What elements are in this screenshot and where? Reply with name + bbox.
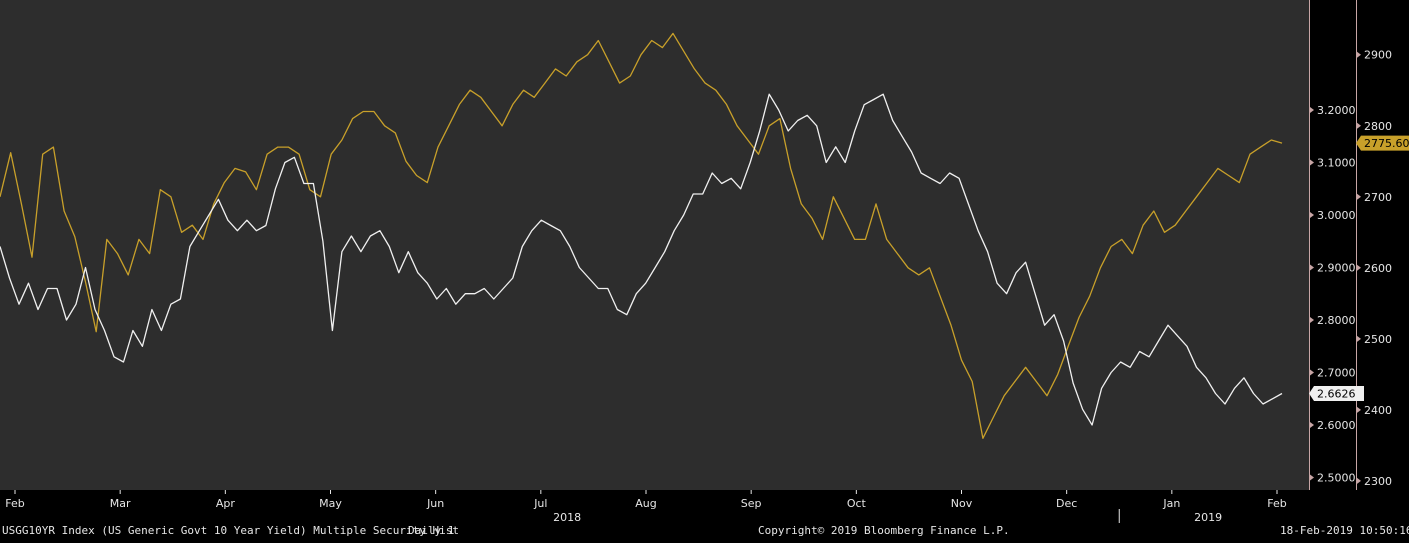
year-label: 2019 — [1194, 511, 1222, 524]
security-description: USGG10YR Index (US Generic Govt 10 Year … — [2, 524, 459, 537]
yield-tick-mark — [1310, 264, 1314, 271]
y-axis-index: 2300 2400 2500 2600 2700 2800 2900 — [1356, 0, 1392, 490]
plot-background — [0, 0, 1309, 490]
yield-tick-label: 2.8000 — [1317, 314, 1356, 327]
series-layer — [0, 32, 1283, 439]
month-label: Jan — [1162, 497, 1180, 510]
month-label: Jun — [426, 497, 444, 510]
index-tick-mark — [1357, 122, 1361, 129]
index-tick-mark — [1357, 477, 1361, 484]
yield-series-last-value-tag — [1309, 386, 1364, 401]
right-axis-background — [1309, 0, 1409, 523]
index-tick-label: 2400 — [1364, 404, 1392, 417]
month-label: Dec — [1056, 497, 1077, 510]
yield-series-line — [0, 93, 1283, 426]
month-label: Sep — [741, 497, 762, 510]
yield-tick-mark — [1310, 317, 1314, 323]
index-series-line — [0, 32, 1283, 439]
yield-tick-label: 3.1000 — [1317, 157, 1356, 170]
y-axis-yield: 2.5000 2.6000 2.7000 2.8000 2.9000 3.0000 3.10… — [1309, 0, 1356, 490]
index-tick-label: 2800 — [1364, 120, 1392, 133]
yield-tick-label: 2.5000 — [1317, 472, 1356, 485]
yield-series-last-value: 2.6626 — [1317, 388, 1356, 401]
month-label: Mar — [110, 497, 131, 510]
yield-tick-label: 3.2000 — [1317, 104, 1356, 117]
yield-tick-mark — [1310, 212, 1314, 218]
last-value-labels: 2775.60 2.6626 — [1309, 135, 1409, 401]
month-label: Nov — [951, 497, 973, 510]
footer-bar: USGG10YR Index (US Generic Govt 10 Year … — [0, 523, 1409, 539]
yield-tick-mark — [1310, 159, 1314, 166]
index-tick-mark — [1357, 264, 1361, 271]
month-label: May — [319, 497, 342, 510]
month-label: Feb — [5, 497, 24, 510]
index-tick-label: 2600 — [1364, 262, 1392, 275]
month-label: Oct — [847, 497, 867, 510]
index-series-last-value: 2775.60 — [1364, 137, 1409, 150]
index-tick-label: 2300 — [1364, 475, 1392, 488]
index-tick-mark — [1357, 406, 1361, 413]
yield-tick-mark — [1310, 474, 1314, 481]
x-axis: Feb Mar Apr May Jun Jul Aug Sep Oct Nov Dec Jan Feb 2… — [5, 490, 1287, 524]
year-label: 2018 — [553, 511, 581, 524]
yield-tick-label: 3.0000 — [1317, 209, 1356, 222]
copyright-notice: Copyright© 2019 Bloomberg Finance L.P. — [758, 524, 1010, 537]
month-label: Jul — [533, 497, 547, 510]
month-label: Feb — [1267, 497, 1286, 510]
yield-tick-mark — [1310, 107, 1314, 113]
month-label: Apr — [216, 497, 236, 510]
index-tick-mark — [1357, 51, 1361, 58]
yield-tick-label: 2.6000 — [1317, 419, 1356, 432]
frequency-label: Daily 1 — [408, 524, 455, 537]
yield-tick-mark — [1310, 369, 1314, 376]
index-tick-label: 2700 — [1364, 191, 1392, 204]
x-axis-background — [0, 490, 1309, 523]
index-tick-mark — [1357, 335, 1361, 342]
index-tick-label: 2500 — [1364, 333, 1392, 346]
index-series-last-value-tag — [1356, 135, 1409, 151]
month-label: Aug — [635, 497, 656, 510]
yield-tick-mark — [1310, 422, 1314, 428]
yield-tick-label: 2.7000 — [1317, 367, 1356, 380]
yield-tick-label: 2.9000 — [1317, 262, 1356, 275]
index-tick-label: 2900 — [1364, 49, 1392, 62]
index-tick-mark — [1357, 193, 1361, 200]
timestamp: 18-Feb-2019 10:50:16 — [1280, 524, 1409, 537]
